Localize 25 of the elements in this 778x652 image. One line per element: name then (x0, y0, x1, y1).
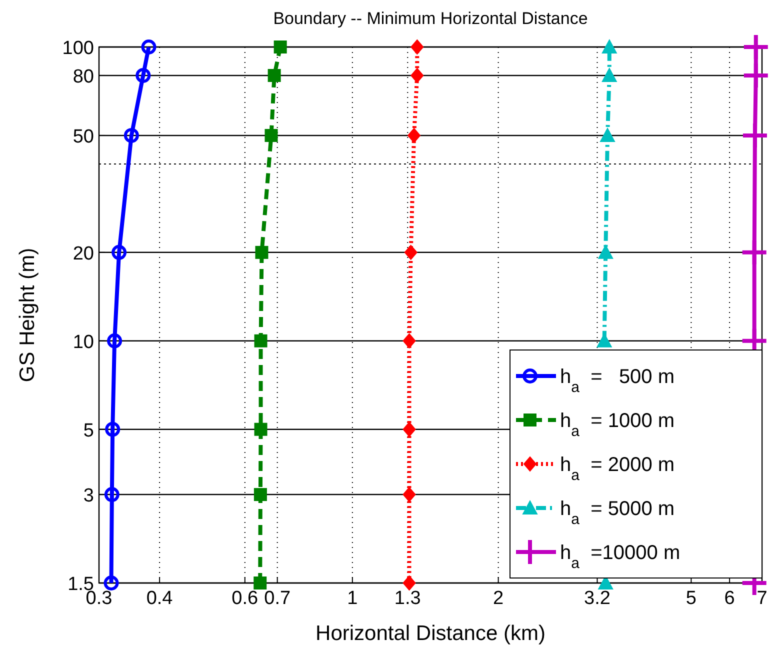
y-tick-label: 100 (62, 38, 94, 59)
x-tick-label: 0.4 (146, 588, 174, 609)
chart-title: Boundary -- Minimum Horizontal Distance (273, 9, 588, 28)
x-tick-label: 3.2 (584, 588, 610, 609)
y-tick-label: 3 (83, 486, 94, 507)
legend-label: h$_{a}$ = 5000 m (560, 498, 675, 528)
legend-label: h$_{a}$ =10000 m (560, 542, 680, 572)
y-tick-label: 10 (72, 332, 94, 353)
y-axis-title: GS Height (m) (16, 248, 39, 382)
x-tick-label: 5 (686, 588, 696, 609)
legend-label: h$_{a}$ = 500 m (560, 366, 675, 396)
y-tick-label: 5 (83, 420, 94, 442)
x-tick-label: 7 (756, 588, 768, 609)
legend-label: h$_{a}$ = 2000 m (560, 454, 675, 484)
y-tick-label: 20 (72, 243, 94, 264)
x-tick-label: 0.6 (232, 588, 258, 609)
x-tick-label: 2 (493, 588, 504, 609)
x-axis-title: Horizontal Distance (km) (316, 622, 546, 645)
y-tick-label: 80 (72, 66, 94, 88)
legend-label: h$_{a}$ = 1000 m (560, 410, 675, 440)
y-tick-label: 50 (72, 126, 94, 148)
x-tick-label: 1.3 (394, 588, 421, 609)
x-tick-label: 0.7 (264, 588, 291, 609)
x-tick-label: 1 (347, 588, 358, 609)
x-tick-label: 6 (724, 588, 735, 609)
